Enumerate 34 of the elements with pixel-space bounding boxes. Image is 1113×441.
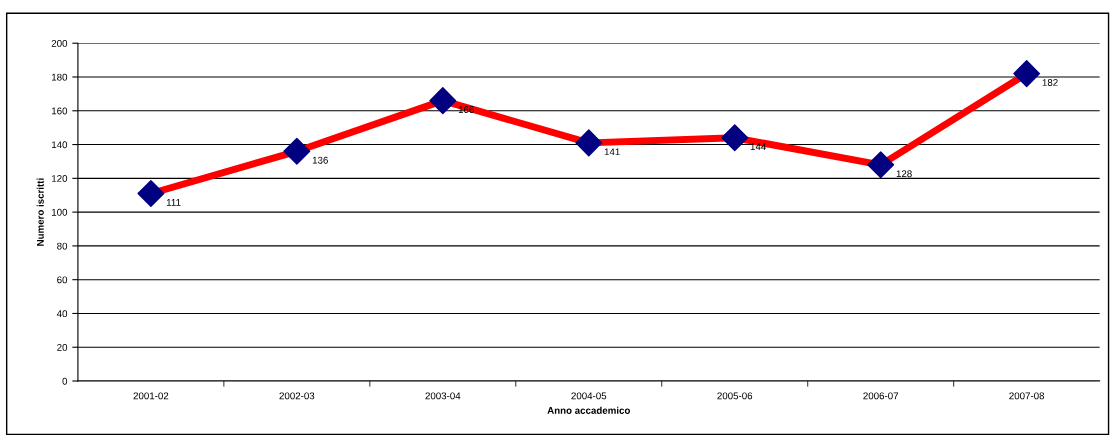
x-axis-title: Anno accademico — [547, 406, 630, 414]
y-tick-label: 0 — [62, 377, 68, 385]
y-tick-label: 120 — [52, 175, 68, 182]
x-tick-label: 2007-08 — [1009, 392, 1045, 400]
y-tick-label: 40 — [56, 310, 68, 318]
x-tick-label: 2005-06 — [717, 392, 753, 400]
point — [575, 129, 603, 157]
y-tick-label: 80 — [57, 242, 68, 250]
data-label: 182 — [1042, 79, 1058, 86]
point — [429, 87, 457, 115]
x-tick-label: 2002-03 — [279, 392, 315, 400]
data-label: 128 — [896, 170, 912, 178]
data-label: 144 — [750, 143, 766, 151]
point — [867, 151, 895, 179]
x-tick-label: 2003-04 — [425, 392, 461, 400]
x-tick-label: 2004-05 — [571, 392, 607, 400]
x-tick-label: 2006-07 — [863, 392, 899, 400]
point — [1013, 60, 1041, 88]
y-tick-label: 60 — [57, 276, 68, 284]
point — [283, 137, 311, 165]
y-tick-label: 180 — [52, 73, 68, 81]
y-tick-label: 160 — [52, 107, 68, 115]
point — [137, 180, 165, 208]
data-label: 136 — [312, 156, 328, 164]
y-tick-label: 100 — [52, 208, 68, 216]
data-label: 111 — [166, 199, 181, 206]
data-label: 141 — [604, 148, 620, 156]
y-axis-title: Numero iscritti — [36, 178, 44, 246]
point — [721, 124, 749, 152]
data-label: 166 — [458, 106, 474, 113]
y-tick-label: 200 — [51, 39, 68, 47]
y-tick-label: 20 — [57, 343, 68, 351]
y-tick-label: 140 — [52, 141, 68, 149]
x-tick-label: 2001-02 — [133, 392, 169, 400]
